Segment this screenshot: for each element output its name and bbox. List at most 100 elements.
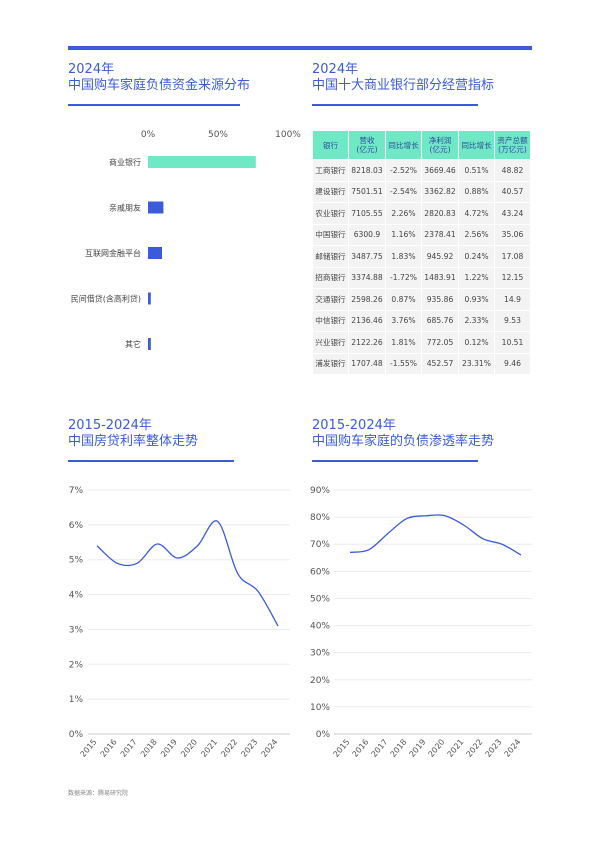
x-tick-label: 2017 (370, 738, 390, 759)
column-header: 营收 (亿元) (347, 130, 387, 160)
table-cell: 2.26% (385, 202, 422, 225)
table-cell: 1.16% (385, 223, 422, 246)
table-cell: 23.31% (458, 352, 495, 375)
table-cell: 0.88% (458, 180, 495, 203)
table-cell: 945.92 (420, 245, 460, 268)
column-header: 同比增长 (458, 130, 495, 160)
column-header: 净利润 (亿元) (420, 130, 460, 160)
category-label: 民间借贷(含高利贷) (71, 294, 141, 304)
y-tick-label: 90% (310, 486, 330, 496)
table-row: 招商银行 3374.88 -1.72% 1483.91 1.22% 12.15 (312, 266, 532, 289)
table-cell: 685.76 (420, 309, 460, 332)
mortgage-title-year: 2015-2024年 (68, 418, 152, 433)
table-row: 农业银行 7105.55 2.26% 2820.83 4.72% 43.24 (312, 202, 532, 225)
table-cell: 0.12% (458, 331, 495, 354)
table-cell: 兴业银行 (312, 331, 349, 354)
y-tick-label: 20% (310, 676, 330, 686)
table-cell: 935.86 (420, 288, 460, 311)
bank-indicators-table: 银行 营收 (亿元) 同比增长 净利润 (亿元) 同比增长 资产总额 (万亿元) 工商银行 821… (312, 130, 532, 375)
table-cell: 1483.91 (420, 266, 460, 289)
banks-title-underline (312, 104, 478, 106)
y-tick-label: 6% (69, 521, 84, 531)
table-cell: 0.51% (458, 159, 495, 182)
table-cell: -1.72% (385, 266, 422, 289)
table-cell: 农业银行 (312, 202, 349, 225)
table-cell: -2.52% (385, 159, 422, 182)
table-header-row: 银行 营收 (亿元) 同比增长 净利润 (亿元) 同比增长 资产总额 (万亿元) (312, 130, 532, 160)
category-label: 互联网金融平台 (85, 248, 141, 258)
table-row: 交通银行 2598.26 0.87% 935.86 0.93% 14.9 (312, 288, 532, 311)
table-cell: 0.93% (458, 288, 495, 311)
table-cell: 17.08 (493, 245, 532, 268)
table-row: 建设银行 7501.51 -2.54% 3362.82 0.88% 40.57 (312, 180, 532, 203)
table-cell: 6300.9 (347, 223, 387, 246)
y-tick-label: 60% (310, 567, 330, 577)
table-cell: 建设银行 (312, 180, 349, 203)
x-tick-label: 2021 (446, 738, 466, 759)
table-cell: 7501.51 (347, 180, 387, 203)
table-row: 中信银行 2136.46 3.76% 685.76 2.33% 9.53 (312, 309, 532, 332)
table-cell: 2598.26 (347, 288, 387, 311)
series-line (96, 520, 279, 627)
y-tick-label: 80% (310, 513, 330, 523)
table-row: 邮储银行 3487.75 1.83% 945.92 0.24% 17.08 (312, 245, 532, 268)
table-cell: 43.24 (493, 202, 532, 225)
table-cell: -2.54% (385, 180, 422, 203)
x-tick-label: 2022 (465, 738, 485, 759)
penetration-title: 2015-2024年 中国购车家庭的负债渗透率走势 (312, 418, 494, 450)
table-cell: 1.83% (385, 245, 422, 268)
table-cell: 0.24% (458, 245, 495, 268)
category-label: 亲戚朋友 (109, 203, 141, 213)
banks-title-text: 中国十大商业银行部分经营指标 (312, 78, 495, 93)
table-cell: 2136.46 (347, 309, 387, 332)
y-tick-label: 30% (310, 649, 330, 659)
bar-5 (148, 338, 151, 350)
x-tick-label: 0% (141, 130, 156, 140)
y-tick-label: 2% (69, 660, 84, 670)
y-tick-label: 40% (310, 622, 330, 632)
table-cell: 2378.41 (420, 223, 460, 246)
y-tick-label: 0% (69, 730, 84, 740)
funding-title-underline (68, 104, 240, 106)
table-cell: 8218.03 (347, 159, 387, 182)
bar-4 (148, 292, 151, 305)
banks-title-year: 2024年 (312, 62, 359, 77)
x-tick-label: 2023 (484, 738, 504, 759)
table-cell: 工商银行 (312, 159, 349, 182)
table-cell: 7105.55 (347, 202, 387, 225)
table-cell: 3374.88 (347, 266, 387, 289)
y-tick-label: 0% (316, 730, 331, 740)
table-cell: 交通银行 (312, 288, 349, 311)
x-tick-label: 2019 (408, 738, 428, 759)
table-cell: 40.57 (493, 180, 532, 203)
column-header: 银行 (312, 130, 349, 160)
mortgage-title: 2015-2024年 中国房贷利率整体走势 (68, 418, 198, 450)
table-cell: 中国银行 (312, 223, 349, 246)
table-cell: 2.33% (458, 309, 495, 332)
table-cell: 3487.75 (347, 245, 387, 268)
x-tick-label: 2024 (503, 738, 523, 759)
table-cell: 9.46 (493, 352, 532, 375)
y-tick-label: 50% (310, 594, 330, 604)
penetration-title-underline (312, 460, 478, 462)
table-cell: -1.55% (385, 352, 422, 375)
table-cell: 浦发银行 (312, 352, 349, 375)
y-tick-label: 4% (69, 591, 84, 601)
table-cell: 48.82 (493, 159, 532, 182)
x-tick-label: 2016 (351, 738, 371, 759)
x-tick-label: 2015 (332, 738, 352, 759)
penetration-title-text: 中国购车家庭的负债渗透率走势 (312, 434, 495, 449)
banks-title: 2024年 中国十大商业银行部分经营指标 (312, 62, 494, 94)
bar-2 (148, 201, 164, 214)
table-cell: 2820.83 (420, 202, 460, 225)
series-line (349, 514, 522, 556)
table-row: 浦发银行 1707.48 -1.55% 452.57 23.31% 9.46 (312, 352, 532, 375)
column-header: 同比增长 (385, 130, 422, 160)
bar-3 (148, 247, 162, 259)
table-cell: 1.22% (458, 266, 495, 289)
table-cell: 14.9 (493, 288, 532, 311)
table-cell: 772.05 (420, 331, 460, 354)
top-accent-bar (68, 46, 532, 50)
